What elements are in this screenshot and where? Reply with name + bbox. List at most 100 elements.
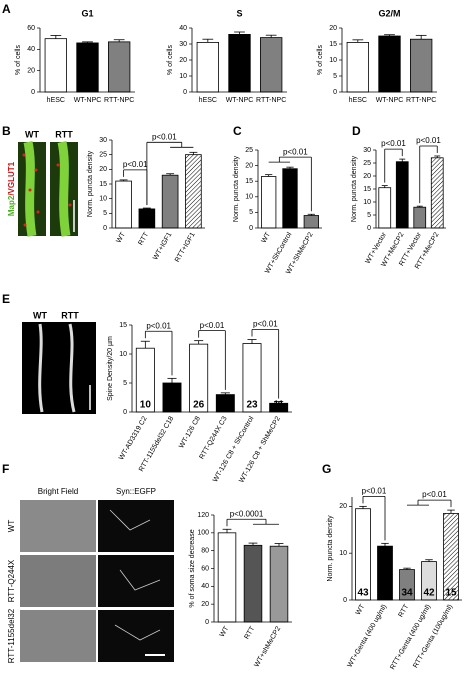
- y-tick-label: 30: [179, 41, 187, 48]
- bar-count: 15: [445, 588, 457, 599]
- y-tick-label: 100: [197, 530, 209, 537]
- bar: [185, 154, 202, 229]
- x-tick-label: hESC: [349, 97, 367, 104]
- bar: [138, 208, 156, 229]
- bar: [228, 34, 251, 93]
- image-label: RTT: [55, 129, 73, 139]
- bar: [303, 215, 319, 229]
- micrograph-f: [20, 500, 174, 662]
- x-tick-label: hESC: [47, 97, 65, 104]
- significance: p<0.01: [146, 321, 171, 330]
- x-tick-label: WT-NPC: [74, 97, 102, 104]
- y-tick-label: 0: [343, 597, 347, 604]
- x-tick-label: RTT+Genta (100ug/ml): [412, 603, 454, 669]
- x-tick-label: WT+IGF1: [152, 231, 173, 261]
- image-row: RTT-Q244X: [7, 559, 16, 602]
- bar-count: 42: [423, 588, 435, 599]
- x-tick-label: WT+shMeCP2: [253, 625, 282, 668]
- bar-count: 11: [273, 400, 284, 411]
- y-tick-label: 10: [245, 194, 253, 201]
- bar-count: 26: [193, 400, 205, 411]
- y-tick-label: 15: [329, 41, 337, 48]
- bar: [355, 508, 371, 601]
- y-tick-label: 10: [179, 73, 187, 80]
- x-tick-label: WT: [355, 603, 367, 617]
- y-tick-label: 0: [249, 225, 253, 232]
- bar-count: 34: [401, 588, 413, 599]
- x-tick-label: WT+Genta (400 ug/ml): [347, 603, 389, 668]
- y-axis-label: % of cells: [15, 45, 22, 75]
- bar: [44, 38, 67, 93]
- y-tick-label: 5: [333, 73, 337, 80]
- y-tick-label: 15: [363, 186, 371, 193]
- y-tick-label: 60: [27, 25, 35, 32]
- x-tick-label: WT: [219, 625, 231, 639]
- x-tick-label: hESC: [199, 97, 217, 104]
- bar: [378, 35, 401, 93]
- bar-count: 43: [357, 588, 369, 599]
- micrograph-e: [22, 322, 96, 414]
- chart-title: S: [236, 8, 242, 18]
- y-axis-label: Norm. puncta density: [233, 155, 240, 222]
- chart-title: G1: [81, 8, 93, 18]
- bar: [409, 38, 433, 93]
- bar: [76, 42, 99, 93]
- y-tick-label: 20: [329, 25, 337, 32]
- y-tick-label: 20: [201, 601, 209, 608]
- bar: [259, 37, 283, 93]
- y-tick-label: 5: [123, 380, 127, 387]
- image-row: RTT-1155del32: [7, 608, 16, 663]
- panel-label: D: [352, 124, 361, 138]
- x-tick-label: RTT-NPC: [104, 97, 134, 104]
- y-tick-label: 0: [205, 619, 209, 626]
- y-tick-label: 10: [119, 351, 127, 358]
- x-tick-label: RTT-NPC: [406, 97, 436, 104]
- image-column: Syn::EGFP: [116, 487, 156, 496]
- y-tick-label: 0: [103, 225, 107, 232]
- x-tick-label: WT-NPC: [226, 97, 254, 104]
- y-axis-label: Norm. puncta density: [327, 515, 334, 582]
- y-axis-label: Norm. puncta density: [351, 155, 358, 222]
- y-tick-label: 10: [329, 57, 337, 64]
- bar: [217, 532, 237, 623]
- x-tick-label: WT-NPC: [376, 97, 404, 104]
- y-tick-label: 80: [201, 548, 209, 555]
- chart-title: G2/M: [378, 8, 400, 18]
- y-tick-label: 0: [31, 89, 35, 96]
- bar-count: 12: [166, 400, 178, 411]
- y-tick-label: 15: [119, 322, 127, 329]
- image-row: WT: [7, 520, 16, 533]
- bar-count: 26: [379, 588, 391, 599]
- y-tick-label: 20: [339, 503, 347, 510]
- micrograph-b: [18, 141, 78, 237]
- x-tick-label: WT: [260, 231, 272, 245]
- y-tick-label: 20: [179, 57, 187, 64]
- y-tick-label: 120: [197, 512, 209, 519]
- x-tick-label: RTT: [244, 625, 257, 641]
- stain-green: Map2: [7, 195, 16, 216]
- image-label: WT: [25, 129, 39, 139]
- significance: p<0.01: [416, 136, 441, 145]
- x-tick-label: RTT+IGF1: [174, 231, 197, 263]
- y-axis-label: % of soma size decrease: [189, 529, 196, 607]
- y-tick-label: 40: [201, 583, 209, 590]
- bar-count: 10: [140, 400, 152, 411]
- significance: p<0.01: [123, 160, 148, 169]
- stain-red: /VGLUT1: [7, 161, 16, 195]
- x-tick-label: RTT: [398, 603, 411, 619]
- y-tick-label: 15: [245, 178, 253, 185]
- y-axis-label: Norm. puncta density: [87, 150, 94, 217]
- y-tick-label: 0: [367, 225, 371, 232]
- bar: [269, 545, 289, 623]
- significance: p<0.01: [362, 486, 387, 495]
- panel-label: E: [2, 292, 10, 306]
- y-tick-label: 20: [245, 162, 253, 169]
- bar: [261, 176, 277, 229]
- bar: [395, 161, 409, 229]
- y-tick-label: 30: [363, 147, 371, 154]
- x-tick-label: WT-AD3319 C2: [118, 415, 149, 461]
- x-tick-label: RTT-NPC: [256, 97, 286, 104]
- bar: [413, 206, 427, 229]
- stain-label: Map2/VGLUT1: [7, 161, 16, 216]
